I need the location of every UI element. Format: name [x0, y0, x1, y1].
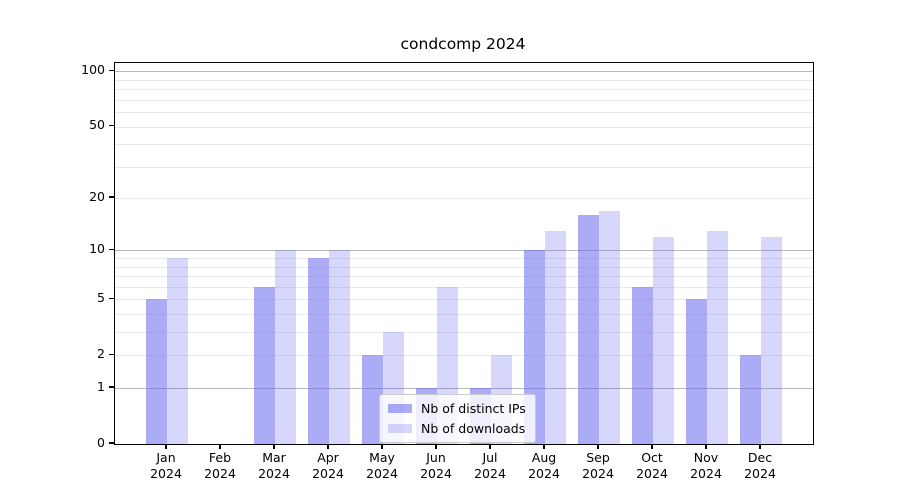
- x-tick-mark: [327, 444, 329, 449]
- x-tick-label: Sep 2024: [582, 450, 614, 481]
- gridline-minor: [115, 198, 813, 200]
- y-tick-mark: [109, 353, 114, 355]
- x-tick-mark: [165, 444, 167, 449]
- legend-swatch-downloads-icon: [388, 424, 412, 433]
- gridline-minor: [115, 112, 813, 114]
- gridline-minor: [115, 99, 813, 101]
- x-tick-label: Jun 2024: [420, 450, 452, 481]
- bar: [740, 355, 761, 444]
- bar: [275, 250, 296, 444]
- bar: [362, 355, 383, 444]
- x-tick-mark: [705, 444, 707, 449]
- x-tick-label: Jan 2024: [150, 450, 182, 481]
- x-tick-mark: [651, 444, 653, 449]
- x-tick-mark: [597, 444, 599, 449]
- y-tick-label: 10: [89, 240, 105, 256]
- y-tick-label: 20: [89, 188, 105, 204]
- bar: [329, 250, 350, 444]
- x-tick-label: Mar 2024: [258, 450, 290, 481]
- x-tick-mark: [489, 444, 491, 449]
- x-tick-label: Oct 2024: [636, 450, 668, 481]
- bar: [653, 236, 674, 444]
- bar: [254, 286, 275, 444]
- y-tick-label: 5: [97, 289, 105, 305]
- gridline-major: [115, 250, 813, 252]
- bar: [686, 299, 707, 444]
- chart-title: condcomp 2024: [400, 35, 526, 53]
- y-tick-label: 2: [97, 345, 105, 361]
- legend-row-downloads: Nb of downloads: [388, 421, 526, 436]
- y-tick-mark: [109, 442, 114, 444]
- bar: [167, 258, 188, 444]
- bar: [308, 258, 329, 444]
- x-tick-mark: [219, 444, 221, 449]
- gridline-minor: [115, 314, 813, 316]
- y-tick-mark: [109, 196, 114, 198]
- x-tick-label: Apr 2024: [312, 450, 344, 481]
- x-tick-label: Aug 2024: [528, 450, 560, 481]
- bar: [599, 210, 620, 444]
- gridline-minor: [115, 355, 813, 357]
- gridline-minor: [115, 144, 813, 146]
- x-tick-mark: [759, 444, 761, 449]
- gridline-major: [115, 388, 813, 390]
- gridline-minor: [115, 286, 813, 288]
- x-tick-label: Dec 2024: [744, 450, 776, 481]
- bar: [146, 299, 167, 444]
- y-tick-label: 100: [81, 61, 105, 77]
- bar: [761, 236, 782, 444]
- x-tick-label: May 2024: [366, 450, 398, 481]
- y-tick-mark: [109, 386, 114, 388]
- legend-row-distinct-ips: Nb of distinct IPs: [388, 401, 526, 416]
- x-tick-mark: [543, 444, 545, 449]
- gridline-minor: [115, 299, 813, 301]
- bar: [707, 230, 728, 444]
- y-tick-label: 1: [97, 378, 105, 394]
- gridline-minor: [115, 126, 813, 128]
- gridline-minor: [115, 166, 813, 168]
- x-tick-mark: [381, 444, 383, 449]
- legend-label-distinct-ips: Nb of distinct IPs: [421, 401, 526, 416]
- y-tick-label: 50: [89, 117, 105, 133]
- x-tick-mark: [273, 444, 275, 449]
- x-tick-mark: [435, 444, 437, 449]
- gridline-minor: [115, 266, 813, 268]
- x-tick-label: Feb 2024: [204, 450, 236, 481]
- x-tick-label: Nov 2024: [690, 450, 722, 481]
- y-tick-mark: [109, 297, 114, 299]
- gridline-minor: [115, 79, 813, 81]
- legend: Nb of distinct IPs Nb of downloads: [379, 394, 536, 443]
- gridline-major: [115, 71, 813, 73]
- gridline-minor: [115, 332, 813, 334]
- y-tick-mark: [109, 69, 114, 72]
- y-tick-label: 0: [97, 434, 105, 450]
- gridline-minor: [115, 276, 813, 278]
- gridline-minor: [115, 258, 813, 260]
- x-tick-label: Jul 2024: [474, 450, 506, 481]
- plot-area: Nb of distinct IPs Nb of downloads: [114, 62, 814, 445]
- gridline-minor: [115, 89, 813, 91]
- bar: [545, 230, 566, 444]
- legend-label-downloads: Nb of downloads: [421, 421, 526, 436]
- y-tick-mark: [109, 248, 114, 251]
- y-tick-mark: [109, 124, 114, 127]
- legend-swatch-distinct-ips-icon: [388, 404, 412, 413]
- bar: [578, 215, 599, 444]
- bar: [632, 286, 653, 444]
